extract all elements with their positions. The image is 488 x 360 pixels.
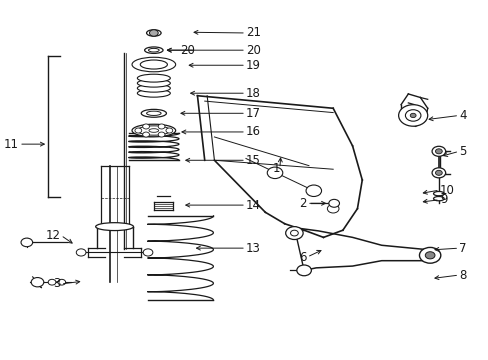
Circle shape [143, 249, 153, 256]
Circle shape [21, 238, 33, 247]
Circle shape [158, 132, 164, 137]
Circle shape [285, 226, 303, 239]
Circle shape [48, 279, 56, 285]
Ellipse shape [140, 60, 167, 69]
Text: 7: 7 [458, 242, 466, 255]
Ellipse shape [137, 74, 170, 82]
Circle shape [431, 168, 445, 178]
Circle shape [142, 132, 149, 137]
Circle shape [435, 149, 441, 154]
Circle shape [290, 230, 298, 236]
Ellipse shape [141, 109, 166, 117]
Ellipse shape [132, 57, 175, 72]
Ellipse shape [146, 111, 161, 116]
Circle shape [398, 105, 427, 126]
Circle shape [142, 124, 149, 129]
Ellipse shape [146, 30, 161, 36]
Ellipse shape [137, 126, 170, 135]
Text: 15: 15 [245, 154, 260, 167]
Text: 4: 4 [458, 109, 466, 122]
Text: 20: 20 [180, 44, 195, 57]
Circle shape [135, 128, 142, 133]
Ellipse shape [132, 124, 175, 137]
Text: 11: 11 [4, 138, 19, 150]
Text: 13: 13 [245, 242, 260, 255]
Circle shape [58, 279, 65, 285]
Circle shape [328, 199, 339, 207]
Circle shape [31, 278, 44, 287]
Text: 2: 2 [299, 197, 306, 210]
Text: 18: 18 [245, 87, 260, 100]
Circle shape [431, 146, 445, 156]
Text: 5: 5 [458, 145, 466, 158]
Ellipse shape [144, 47, 163, 53]
Circle shape [435, 170, 441, 175]
Text: 3: 3 [53, 278, 61, 291]
Text: 14: 14 [245, 199, 261, 212]
Circle shape [425, 252, 434, 259]
Circle shape [419, 247, 440, 263]
Ellipse shape [96, 223, 133, 230]
Text: 9: 9 [439, 193, 447, 206]
Text: 19: 19 [245, 59, 261, 72]
Circle shape [409, 113, 415, 118]
Circle shape [326, 204, 338, 213]
Text: 16: 16 [245, 125, 261, 139]
Circle shape [76, 249, 86, 256]
Circle shape [158, 124, 164, 129]
Circle shape [165, 128, 172, 133]
Text: 10: 10 [439, 184, 454, 197]
Text: 20: 20 [245, 44, 260, 57]
Text: 1: 1 [272, 162, 279, 175]
Text: 8: 8 [458, 269, 466, 282]
Text: 12: 12 [46, 229, 61, 242]
Circle shape [149, 30, 158, 36]
Circle shape [305, 185, 321, 197]
Text: 17: 17 [245, 107, 261, 120]
Text: 21: 21 [245, 27, 261, 40]
Ellipse shape [137, 79, 170, 87]
Circle shape [405, 110, 420, 121]
Ellipse shape [149, 129, 159, 132]
Circle shape [296, 265, 311, 276]
Ellipse shape [148, 48, 159, 52]
Ellipse shape [433, 197, 443, 201]
Circle shape [267, 167, 282, 179]
Text: 6: 6 [299, 251, 306, 264]
Ellipse shape [137, 89, 170, 97]
Ellipse shape [137, 84, 170, 92]
Ellipse shape [433, 192, 443, 196]
